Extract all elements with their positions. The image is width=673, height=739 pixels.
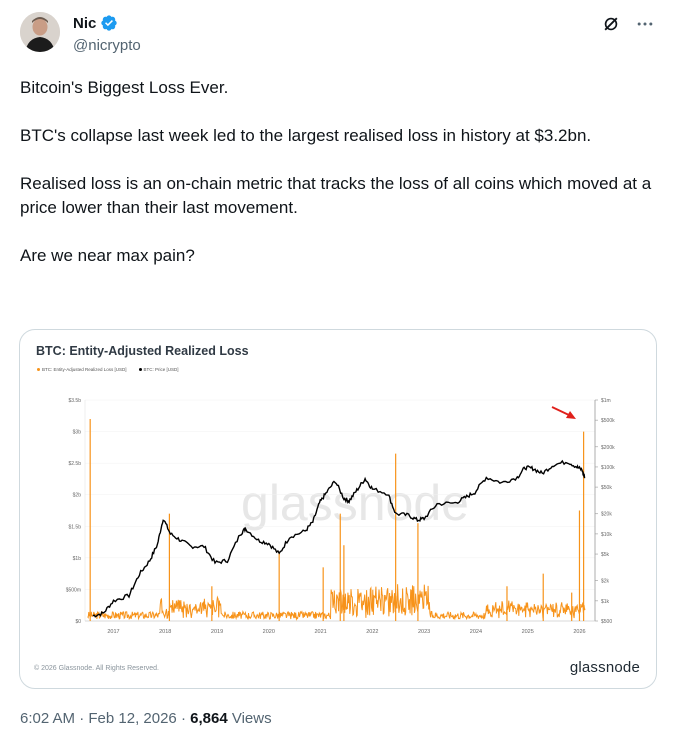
author-handle[interactable]: @nicrypto — [73, 37, 141, 54]
x-tick-label: 2024 — [470, 629, 482, 635]
x-tick-label: 2023 — [418, 629, 430, 635]
y-left-tick-label: $0 — [75, 619, 81, 625]
y-right-tick-label: $5k — [601, 552, 610, 558]
y-right-tick-label: $1m — [601, 398, 611, 404]
tweet-paragraph: Are we near max pain? — [20, 246, 195, 265]
red-arrow-annotation — [551, 406, 576, 419]
glassnode-logo: glassnode — [569, 659, 640, 676]
y-left-tick-label: $3.5b — [68, 398, 81, 404]
avatar-photo-icon — [20, 12, 60, 52]
y-left-tick-label: $2b — [73, 493, 82, 499]
verified-badge-icon — [101, 15, 118, 31]
grok-icon[interactable] — [601, 14, 621, 34]
y-left-tick-label: $1b — [73, 556, 82, 562]
author-name-row: Nic — [73, 14, 118, 32]
x-tick-label: 2025 — [522, 629, 534, 635]
x-tick-label: 2026 — [573, 629, 585, 635]
y-left-tick-label: $1.5b — [68, 524, 81, 530]
y-left-tick-label: $3b — [73, 430, 82, 436]
x-tick-label: 2019 — [211, 629, 223, 635]
view-count: 6,864 — [190, 710, 228, 727]
tweet-top-actions — [601, 14, 655, 34]
y-right-tick-label: $10k — [601, 532, 612, 538]
y-right-tick-label: $1k — [601, 599, 610, 605]
tweet-paragraph: Realised loss is an on-chain metric that… — [20, 174, 652, 217]
y-left-tick-label: $500m — [66, 587, 81, 593]
author-avatar[interactable] — [20, 12, 60, 52]
tweet-text: Bitcoin's Biggest Loss Ever. BTC's colla… — [20, 76, 660, 292]
x-tick-label: 2017 — [107, 629, 119, 635]
x-tick-label: 2020 — [263, 629, 275, 635]
x-tick-label: 2022 — [366, 629, 378, 635]
y-right-tick-label: $200k — [601, 445, 615, 451]
y-left-tick-label: $2.5b — [68, 461, 81, 467]
y-right-tick-label: $2k — [601, 579, 610, 585]
x-tick-label: 2021 — [314, 629, 326, 635]
loss-series-line — [87, 584, 586, 621]
chart-plot: glassnode $3.5b $3b $2.5b $2b $1.5b $1b $500m $… — [66, 398, 615, 635]
chart-watermark: glassnode — [241, 475, 469, 531]
tweet-paragraph: BTC's collapse last week led to the larg… — [20, 126, 592, 145]
more-options-icon[interactable] — [635, 14, 655, 34]
y-right-tick-label: $500k — [601, 418, 615, 424]
chart-title: BTC: Entity-Adjusted Realized Loss — [36, 344, 249, 358]
y-right-tick-label: $500 — [601, 619, 612, 625]
tweet-media-chart[interactable]: BTC: Entity-Adjusted Realized Loss BTC: … — [19, 329, 657, 689]
tweet-timestamp[interactable]: 6:02 AM · Feb 12, 2026 — [20, 710, 177, 727]
legend-item-loss: BTC: Entity-Adjusted Realized Loss [USD] — [37, 367, 127, 372]
author-name[interactable]: Nic — [73, 14, 97, 32]
chart-legend: BTC: Entity-Adjusted Realized Loss [USD]… — [37, 367, 179, 372]
price-series-line — [92, 459, 586, 618]
legend-item-price: BTC: Price [USD] — [138, 367, 179, 372]
tweet-paragraph: Bitcoin's Biggest Loss Ever. — [20, 78, 229, 97]
x-tick-label: 2018 — [159, 629, 171, 635]
y-right-tick-label: $50k — [601, 485, 612, 491]
tweet-meta: 6:02 AM · Feb 12, 2026 · 6,864 Views — [20, 710, 272, 727]
y-right-tick-label: $100k — [601, 465, 615, 471]
y-right-tick-label: $20k — [601, 512, 612, 518]
chart-copyright: © 2026 Glassnode. All Rights Reserved. — [34, 665, 160, 672]
